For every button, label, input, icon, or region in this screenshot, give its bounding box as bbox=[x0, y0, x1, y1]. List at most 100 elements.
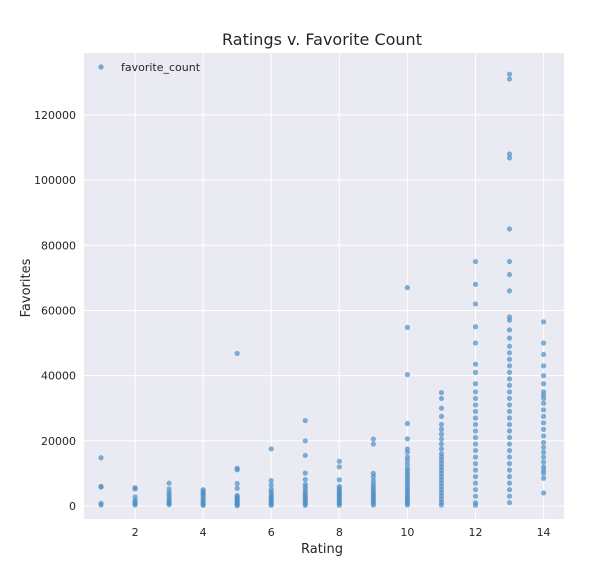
data-point bbox=[506, 288, 513, 294]
data-point bbox=[438, 421, 445, 428]
data-points bbox=[98, 71, 547, 509]
data-point bbox=[540, 459, 547, 465]
data-point bbox=[506, 155, 513, 161]
data-point bbox=[540, 319, 547, 325]
data-point bbox=[506, 408, 513, 415]
data-point bbox=[268, 446, 274, 452]
data-point bbox=[302, 470, 308, 476]
y-tick-label: 100000 bbox=[34, 174, 76, 187]
data-point bbox=[336, 477, 342, 483]
data-point bbox=[472, 415, 479, 421]
data-point bbox=[540, 413, 547, 419]
data-point bbox=[132, 486, 138, 492]
data-point bbox=[540, 444, 547, 450]
data-point bbox=[506, 350, 513, 356]
data-point bbox=[540, 470, 547, 476]
data-point bbox=[540, 395, 547, 402]
data-point bbox=[234, 503, 240, 509]
data-point bbox=[166, 480, 172, 486]
data-point bbox=[200, 502, 206, 508]
y-tick-label: 60000 bbox=[41, 304, 76, 317]
data-point bbox=[472, 502, 479, 508]
data-point bbox=[506, 428, 513, 434]
data-point bbox=[302, 452, 308, 459]
data-point bbox=[132, 502, 138, 508]
data-point bbox=[540, 340, 547, 346]
data-point bbox=[540, 363, 547, 369]
data-point bbox=[98, 455, 104, 461]
data-point bbox=[506, 363, 513, 369]
data-point bbox=[472, 441, 479, 447]
data-point bbox=[472, 381, 479, 387]
legend: favorite_count bbox=[98, 61, 201, 74]
data-point bbox=[438, 426, 445, 432]
data-point bbox=[506, 271, 513, 278]
data-point bbox=[506, 369, 513, 375]
x-tick-label: 6 bbox=[268, 526, 275, 539]
data-point bbox=[472, 454, 479, 460]
data-point bbox=[472, 361, 479, 367]
data-point bbox=[506, 500, 513, 506]
data-point bbox=[506, 467, 513, 473]
data-point bbox=[506, 343, 513, 349]
x-axis-ticks: 2 4 6 8 10 12 14 bbox=[132, 526, 551, 539]
data-point bbox=[540, 426, 547, 432]
data-point bbox=[506, 454, 513, 460]
data-point bbox=[268, 477, 274, 484]
data-point bbox=[98, 484, 104, 490]
data-point bbox=[438, 502, 445, 508]
data-point bbox=[506, 226, 513, 232]
data-point bbox=[404, 324, 411, 330]
data-point bbox=[438, 405, 445, 411]
data-point bbox=[472, 447, 479, 454]
data-point bbox=[438, 436, 445, 442]
data-point bbox=[472, 493, 479, 499]
data-point bbox=[404, 372, 411, 378]
data-point bbox=[540, 454, 547, 460]
data-point bbox=[438, 431, 445, 437]
data-point bbox=[506, 493, 513, 499]
data-point bbox=[302, 438, 308, 444]
data-point bbox=[472, 369, 479, 375]
data-point bbox=[472, 324, 479, 330]
data-point bbox=[404, 449, 411, 455]
data-point bbox=[540, 439, 547, 446]
data-point bbox=[472, 402, 479, 408]
data-point bbox=[234, 485, 240, 491]
data-point bbox=[540, 381, 547, 387]
data-point bbox=[370, 441, 376, 447]
data-point bbox=[506, 317, 513, 323]
data-point bbox=[540, 449, 547, 455]
data-point bbox=[506, 434, 513, 441]
data-point bbox=[506, 356, 513, 362]
data-point bbox=[540, 475, 547, 481]
data-point bbox=[506, 327, 513, 333]
data-point bbox=[302, 502, 308, 508]
data-point bbox=[268, 502, 274, 508]
data-point bbox=[472, 461, 479, 467]
x-tick-label: 14 bbox=[537, 526, 551, 539]
data-point bbox=[234, 350, 240, 357]
data-point bbox=[98, 502, 104, 508]
data-point bbox=[506, 76, 513, 82]
data-point bbox=[506, 415, 513, 421]
y-axis-ticks: 0 20000 40000 60000 80000 100000 120000 bbox=[34, 109, 76, 513]
y-tick-label: 120000 bbox=[34, 109, 76, 122]
data-point bbox=[506, 480, 513, 486]
x-tick-label: 12 bbox=[468, 526, 482, 539]
data-point bbox=[506, 382, 513, 388]
x-tick-label: 10 bbox=[400, 526, 414, 539]
data-point bbox=[506, 151, 513, 157]
y-axis-label: Favorites bbox=[19, 258, 34, 317]
data-point bbox=[336, 464, 342, 470]
data-point bbox=[506, 421, 513, 428]
data-point bbox=[438, 441, 445, 447]
data-point bbox=[472, 301, 479, 307]
y-tick-label: 40000 bbox=[41, 370, 76, 383]
data-point bbox=[472, 389, 479, 395]
data-point bbox=[472, 281, 479, 287]
data-point bbox=[404, 436, 411, 442]
data-point bbox=[506, 389, 513, 395]
legend-marker bbox=[98, 64, 104, 70]
